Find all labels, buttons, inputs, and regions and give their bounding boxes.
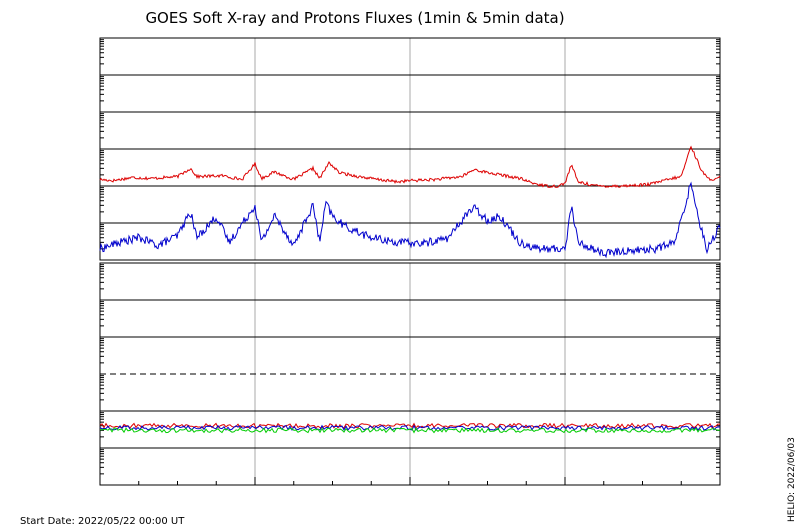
panel-frame [99,37,721,261]
proton-series [100,427,721,434]
proton-series [99,422,721,429]
xray-long-series [99,145,721,189]
chart-title: GOES Soft X-ray and Protons Fluxes (1min… [145,9,564,27]
xray-short-series [99,181,721,259]
helio-credit: HELIO: 2022/06/03 [787,437,797,522]
proton-panel [99,262,721,486]
x-axis [99,477,721,485]
xray-panel [99,37,721,261]
start-date-label: Start Date: 2022/05/22 00:00 UT [20,516,185,527]
